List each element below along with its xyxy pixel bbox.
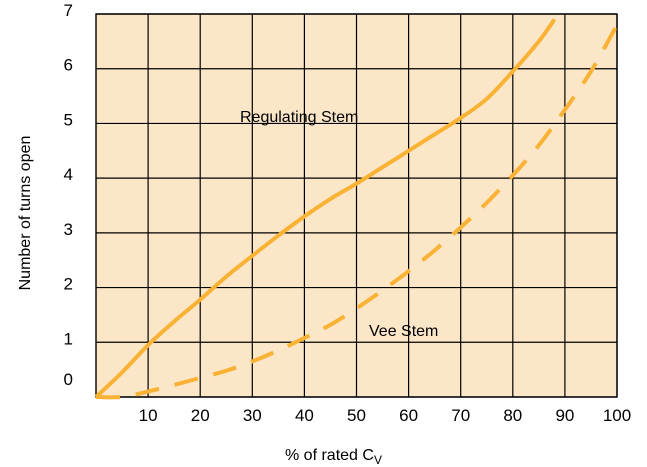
x-axis-label-text: % of rated C: [285, 447, 374, 464]
series-layer: [94, 18, 619, 400]
x-tick-label-10: 10: [139, 406, 158, 425]
x-tick-label-60: 60: [399, 406, 418, 425]
y-tick-label-7: 7: [64, 1, 73, 20]
y-tick-label-0: 0: [64, 370, 73, 389]
series-line-vee-stem: [95, 23, 619, 400]
y-tick-label-4: 4: [64, 165, 73, 184]
x-tick-label-40: 40: [295, 406, 314, 425]
x-tick-label-50: 50: [347, 406, 366, 425]
series-line-regulating-stem: [94, 18, 557, 399]
y-axis-tick-labels: 0 1 2 3 4 5 6 7: [64, 1, 73, 389]
series-label-vee-stem: Vee Stem: [369, 323, 438, 340]
x-tick-label-20: 20: [191, 406, 210, 425]
x-axis-label-subscript: V: [374, 453, 382, 467]
y-tick-label-2: 2: [64, 275, 73, 294]
y-tick-label-5: 5: [64, 110, 73, 129]
x-tick-label-30: 30: [243, 406, 262, 425]
y-axis-label: Number of turns open: [17, 136, 34, 291]
y-tick-label-3: 3: [64, 220, 73, 239]
x-axis-tick-labels: 10 20 30 40 50 60 70 80 90 100: [139, 406, 632, 425]
x-tick-label-70: 70: [451, 406, 470, 425]
x-tick-label-100: 100: [603, 406, 631, 425]
series-label-regulating-stem: Regulating Stem: [240, 109, 358, 126]
x-tick-label-80: 80: [503, 406, 522, 425]
plot-border: [95, 13, 618, 398]
x-axis-label: % of rated CV: [285, 447, 382, 467]
y-tick-label-1: 1: [64, 329, 73, 348]
grid: [95, 13, 618, 398]
y-tick-label-6: 6: [64, 56, 73, 75]
x-tick-label-90: 90: [555, 406, 574, 425]
